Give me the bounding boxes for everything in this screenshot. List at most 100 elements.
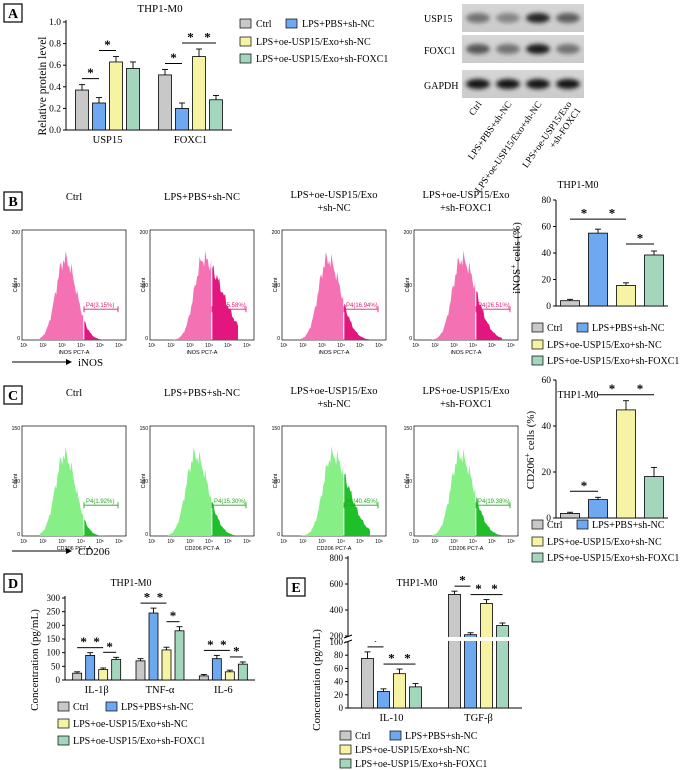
bar-oe-nc bbox=[192, 56, 206, 131]
histogram-negative-population bbox=[432, 448, 476, 536]
significance-star: * bbox=[609, 206, 616, 221]
bar-chart-cd206: 0 20 40 60 * * * bbox=[542, 376, 668, 524]
significance-star: * bbox=[491, 581, 498, 596]
panel-label-box bbox=[3, 3, 23, 23]
blot-band bbox=[556, 13, 580, 23]
histogram-y-tick: 200 bbox=[12, 230, 21, 236]
histogram-title: LPS+oe-USP15/Exo bbox=[422, 386, 509, 397]
y-tick-label: 200 bbox=[330, 631, 344, 641]
bar-sh-nc bbox=[464, 634, 477, 709]
histogram-y-tick: 100 bbox=[140, 283, 149, 289]
x-tick-label: TNF-α bbox=[146, 685, 175, 696]
y-tick-label: 60 bbox=[542, 223, 552, 233]
gate-label: P4(40.45%) bbox=[346, 499, 378, 505]
histogram-x-tick: 10² bbox=[431, 343, 439, 349]
histogram-x-label: CD206 PC7-A bbox=[317, 546, 352, 552]
x-tick-label: IL-1β bbox=[85, 685, 109, 696]
legend-label-oe-nc: LPS+oe-USP15/Exo+sh-NC bbox=[547, 340, 662, 351]
histogram-y-label: Count bbox=[13, 277, 19, 292]
histogram-x-tick: 10¹ bbox=[280, 343, 288, 349]
histogram-x-tick: 10⁶ bbox=[243, 539, 251, 545]
bar-sh-nc bbox=[377, 691, 390, 709]
significance-star: * bbox=[233, 643, 240, 658]
bar-chart-d: 0 50 100 150 200 250 300 IL-1β * * * TNF-α * * * IL-6 * *… bbox=[47, 590, 255, 696]
panel-label-box bbox=[3, 573, 23, 593]
histogram-x-label: CD206 PC7-A bbox=[449, 546, 484, 552]
bar-ctrl bbox=[198, 675, 209, 681]
y-tick-label: 80 bbox=[542, 196, 552, 206]
histogram-x-tick: 10² bbox=[431, 539, 439, 545]
significance-star: * bbox=[157, 590, 164, 605]
legend-swatch-oe-foxc1 bbox=[339, 758, 352, 769]
legend-label-oe-foxc1: LPS+oe-USP15/Exo+sh-FOXC1 bbox=[256, 54, 388, 65]
histogram-x-tick: 10⁴ bbox=[469, 343, 477, 349]
legend-d: Ctrl LPS+PBS+sh-NC LPS+oe-USP15/Exo+sh-N… bbox=[57, 701, 205, 747]
histogram-x-tick: 10² bbox=[39, 343, 47, 349]
histogram-x-tick: 10⁴ bbox=[77, 539, 85, 545]
legend-label-ctrl: Ctrl bbox=[547, 323, 563, 334]
bar-ctrl bbox=[448, 594, 461, 709]
histogram-y-tick: 0 bbox=[409, 336, 412, 342]
axis-break-gap bbox=[343, 637, 525, 641]
panel-label-b: B bbox=[8, 195, 17, 210]
histogram-positive-population bbox=[476, 291, 502, 340]
y-tick-label: 0 bbox=[546, 302, 551, 312]
histogram-x-tick: 10⁵ bbox=[356, 539, 364, 545]
histogram-title: LPS+PBS+sh-NC bbox=[164, 192, 240, 203]
blot-band bbox=[496, 79, 520, 89]
histogram-y-label: Count bbox=[13, 473, 19, 488]
y-tick-label: 400 bbox=[330, 605, 344, 615]
histogram-y-tick: 0 bbox=[409, 532, 412, 538]
bar-oe-nc bbox=[98, 669, 109, 681]
y-tick-label: 0 bbox=[56, 675, 61, 685]
histogram-negative-population bbox=[168, 250, 212, 340]
panel-label-e: E bbox=[291, 581, 300, 596]
histogram-x-tick: 10⁵ bbox=[224, 539, 232, 545]
y-tick-label: 40 bbox=[334, 677, 344, 687]
significance-star: * bbox=[637, 381, 644, 396]
histogram-positive-population bbox=[84, 320, 110, 340]
significance-star: * bbox=[104, 37, 111, 52]
histogram-y-label: Count bbox=[405, 473, 411, 488]
histogram-y-tick: 150 bbox=[272, 426, 281, 432]
legend-c: Ctrl LPS+PBS+sh-NC LPS+oe-USP15/Exo+sh-N… bbox=[531, 519, 679, 564]
bar-chart-a: 0.0 0.2 0.4 0.6 0.8 1.0 USP15 * * FOXC1 * * * bbox=[49, 18, 232, 146]
bar-oe-nc bbox=[393, 673, 406, 709]
legend-swatch-oe-foxc1 bbox=[239, 53, 252, 64]
legend-label-oe-nc: LPS+oe-USP15/Exo+sh-NC bbox=[73, 719, 188, 730]
flow-arrow-head bbox=[66, 359, 72, 365]
histogram-x-tick: 10³ bbox=[318, 539, 326, 545]
bar-oe-foxc1 bbox=[126, 68, 140, 131]
western-blot: USP15 FOXC1 GAPDH CtrlLPS+PBS+sh-NCLPS+o… bbox=[424, 4, 584, 195]
significance-star: * bbox=[207, 637, 214, 652]
blot-row-label-foxc1: FOXC1 bbox=[424, 46, 456, 57]
y-tick-label: 40 bbox=[542, 249, 552, 259]
y-tick-label: 1.0 bbox=[49, 18, 61, 28]
legend-swatch-sh-nc bbox=[389, 730, 402, 741]
y-tick-label: 200 bbox=[47, 620, 61, 630]
chart-title-b: THP1-M0 bbox=[557, 180, 598, 191]
y-tick-label: 40 bbox=[542, 422, 552, 432]
histogram-positive-population bbox=[344, 473, 370, 536]
histogram-positive-population bbox=[84, 519, 110, 536]
histogram-title: +sh-FOXC1 bbox=[440, 399, 492, 410]
legend-label-oe-foxc1: LPS+oe-USP15/Exo+sh-FOXC1 bbox=[355, 759, 487, 770]
bar-chart-inos: 0 20 40 60 80 * * * bbox=[542, 196, 668, 312]
significance-star: * bbox=[80, 634, 87, 649]
y-tick-label: 0.0 bbox=[49, 126, 61, 136]
significance-star: * bbox=[581, 478, 588, 493]
flow-marker-cd206: CD206 bbox=[78, 546, 110, 558]
legend-swatch-ctrl bbox=[531, 322, 544, 333]
blot-lane-label: Ctrl bbox=[468, 100, 485, 118]
x-tick-label: FOXC1 bbox=[174, 135, 207, 146]
y-tick-label: 100 bbox=[330, 637, 344, 647]
panel-label-box bbox=[3, 385, 23, 405]
histogram-y-tick: 200 bbox=[404, 230, 413, 236]
bar-oe-foxc1 bbox=[409, 686, 422, 709]
bar-oe-foxc1 bbox=[237, 663, 248, 681]
legend-label-oe-foxc1: LPS+oe-USP15/Exo+sh-FOXC1 bbox=[73, 736, 205, 747]
significance-star: * bbox=[87, 65, 94, 80]
legend-swatch-ctrl bbox=[339, 730, 352, 741]
bar-sh-nc bbox=[92, 102, 106, 131]
